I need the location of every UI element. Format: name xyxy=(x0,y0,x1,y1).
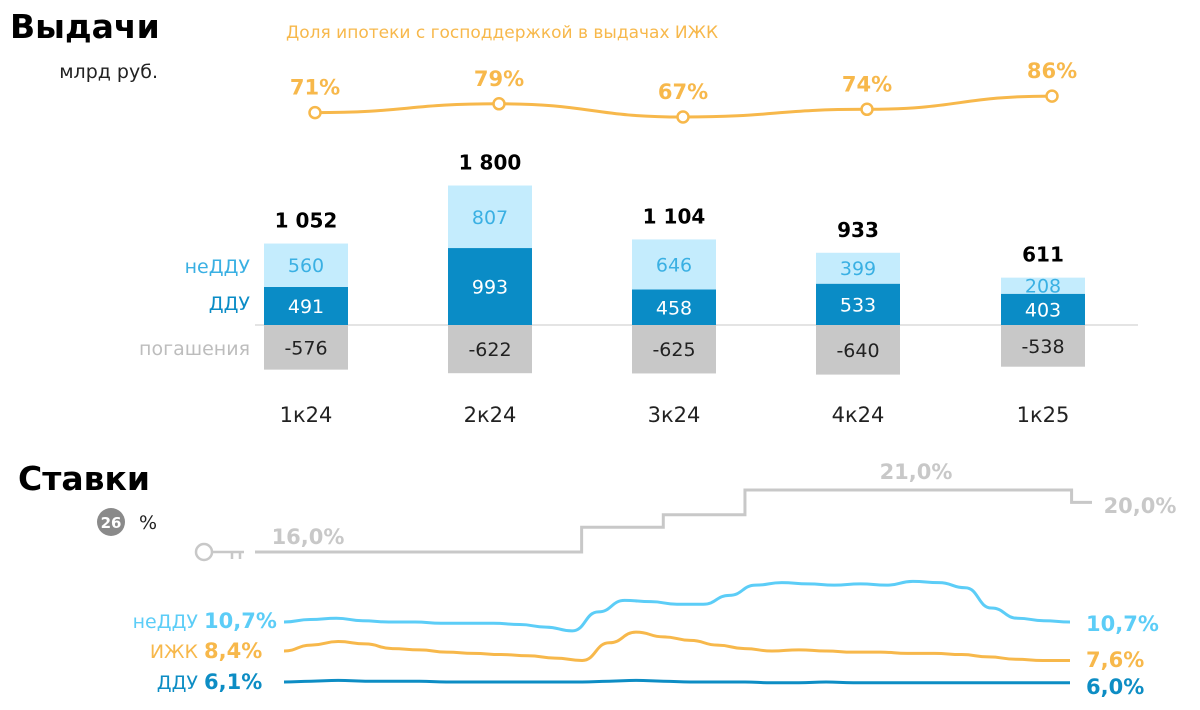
bar-non-escrow xyxy=(1001,277,1085,294)
share-label: 79% xyxy=(474,67,524,91)
subsidized-share-line: 71% 79% 67% 74% 86% xyxy=(290,59,1077,124)
bar-escrow xyxy=(1001,293,1085,325)
ijk-rate-end-label: 7,6% xyxy=(1086,648,1144,672)
bar-repayments-value: -622 xyxy=(468,339,511,361)
bar-non-escrow-value: 208 xyxy=(1025,276,1061,298)
bar-total: 611 xyxy=(1022,243,1064,267)
bar-total: 1 052 xyxy=(275,209,338,233)
bar-non-escrow xyxy=(632,239,716,290)
share-label: 86% xyxy=(1027,59,1077,83)
bar-non-escrow xyxy=(448,185,532,249)
share-label: 67% xyxy=(658,80,708,104)
key-rate-start-label: 16,0% xyxy=(272,525,345,549)
rates-unit: % xyxy=(139,512,157,534)
issuance-unit: млрд руб. xyxy=(59,61,158,83)
bar-repayments xyxy=(264,325,348,370)
issuance-bars: 491 560 -576 1 052 1к24 993 807 -622 1 800 2к24 45… xyxy=(264,151,1085,427)
x-tick-label: 3к24 xyxy=(648,403,701,427)
bar-repayments xyxy=(448,325,532,374)
non-escrow-rate-line xyxy=(283,579,1071,633)
x-tick-label: 1к25 xyxy=(1017,403,1070,427)
bar-repayments-value: -576 xyxy=(284,337,327,359)
escrow-rate-name: ДДУ xyxy=(157,672,199,694)
bar-non-escrow-value: 807 xyxy=(472,207,508,229)
non-escrow-rate-end-label: 10,7% xyxy=(1086,612,1159,636)
non-escrow-rate-start-label: 10,7% xyxy=(204,609,277,633)
share-label: 74% xyxy=(842,72,892,96)
rates-lines: 16,0%21,0%20,0%неДДУ 10,7%ИЖК 8,4%ДДУ 6,1%1… xyxy=(133,460,1177,699)
bar-repayments-value: -625 xyxy=(652,339,695,361)
escrow-rate-start-label: 6,1% xyxy=(204,670,262,694)
ijk-rate-line xyxy=(283,630,1070,662)
bar-non-escrow-value: 399 xyxy=(840,258,876,280)
non-escrow-rate-name: неДДУ xyxy=(133,611,199,633)
share-point xyxy=(676,110,690,124)
share-point xyxy=(308,105,322,120)
key-icon xyxy=(194,542,244,562)
bar-escrow xyxy=(632,289,716,325)
share-point xyxy=(492,97,506,111)
bar-non-escrow-value: 646 xyxy=(656,254,692,276)
escrow-rate-line xyxy=(283,678,1071,685)
bar-non-escrow xyxy=(816,252,900,284)
bar-escrow-value: 403 xyxy=(1025,299,1061,321)
bar-escrow-value: 533 xyxy=(840,294,876,316)
subsidized-share-title: Доля ипотеки с господдержкой в выдачах И… xyxy=(286,23,718,43)
bar-repayments-value: -538 xyxy=(1021,336,1064,358)
bar-escrow xyxy=(816,283,900,325)
escrow-rate-end-label: 6,0% xyxy=(1086,675,1144,699)
share-label: 71% xyxy=(290,76,340,100)
x-tick-label: 4к24 xyxy=(832,403,885,427)
bar-escrow xyxy=(264,286,348,325)
issuance-title: Выдачи xyxy=(10,7,160,46)
ijk-rate-name: ИЖК xyxy=(150,641,199,663)
row-label-escrow: ДДУ xyxy=(209,293,251,315)
bar-non-escrow-value: 560 xyxy=(288,255,324,277)
key-rate-peak-label: 21,0% xyxy=(880,460,953,484)
bar-repayments xyxy=(632,325,716,374)
share-point xyxy=(1045,89,1059,103)
bar-non-escrow xyxy=(264,243,348,287)
row-label-repayments: погашения xyxy=(139,338,250,360)
share-point xyxy=(860,102,874,117)
bar-total: 933 xyxy=(837,218,879,242)
bar-escrow-value: 491 xyxy=(288,296,324,318)
row-label-non-escrow: неДДУ xyxy=(185,256,251,278)
bar-total: 1 800 xyxy=(459,151,522,175)
x-tick-label: 2к24 xyxy=(464,403,517,427)
ijk-rate-start-label: 8,4% xyxy=(204,639,262,663)
x-tick-label: 1к24 xyxy=(280,403,333,427)
key-rate-end-label: 20,0% xyxy=(1104,494,1177,518)
bar-repayments xyxy=(1001,325,1085,367)
bar-total: 1 104 xyxy=(643,204,706,228)
rates-badge-circle xyxy=(97,508,125,536)
rates-badge: 26 xyxy=(101,514,122,532)
rates-title: Ставки xyxy=(18,459,150,498)
bar-escrow xyxy=(448,248,532,325)
bar-escrow-value: 993 xyxy=(472,277,508,299)
bar-repayments-value: -640 xyxy=(836,340,879,362)
bar-repayments xyxy=(816,325,900,375)
key-rate-line xyxy=(255,488,1092,554)
bar-escrow-value: 458 xyxy=(656,297,692,319)
